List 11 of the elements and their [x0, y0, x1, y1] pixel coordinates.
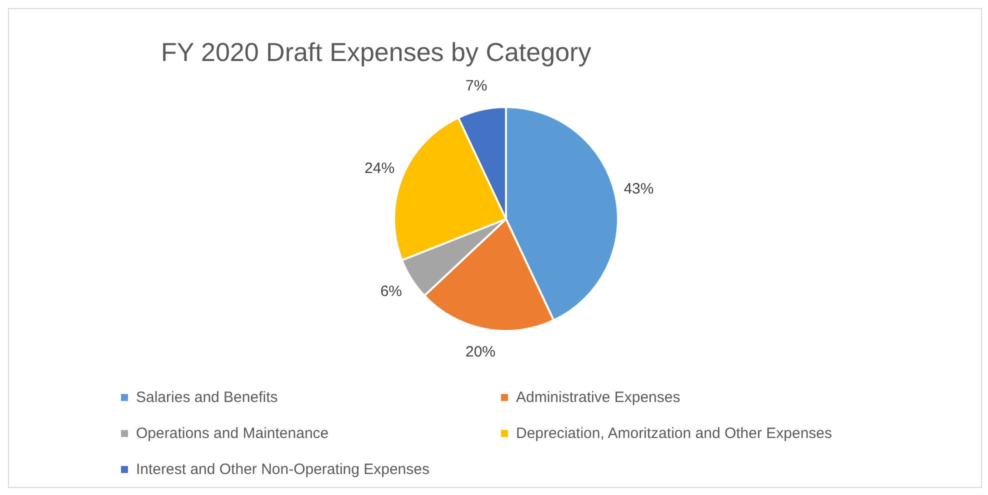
legend-label: Interest and Other Non-Operating Expenses: [136, 460, 430, 478]
data-label: 6%: [380, 283, 402, 300]
legend-label: Salaries and Benefits: [136, 388, 278, 406]
data-label: 24%: [364, 160, 395, 178]
legend-label: Operations and Maintenance: [136, 424, 329, 442]
legend-label: Administrative Expenses: [516, 388, 680, 406]
data-label: 43%: [624, 180, 654, 198]
data-label: 20%: [466, 344, 496, 361]
legend-label: Depreciation, Amoritzation and Other Expenses: [516, 424, 832, 442]
chart-title: FY 2020 Draft Expenses by Category: [161, 37, 592, 68]
data-label: 7%: [465, 77, 488, 94]
